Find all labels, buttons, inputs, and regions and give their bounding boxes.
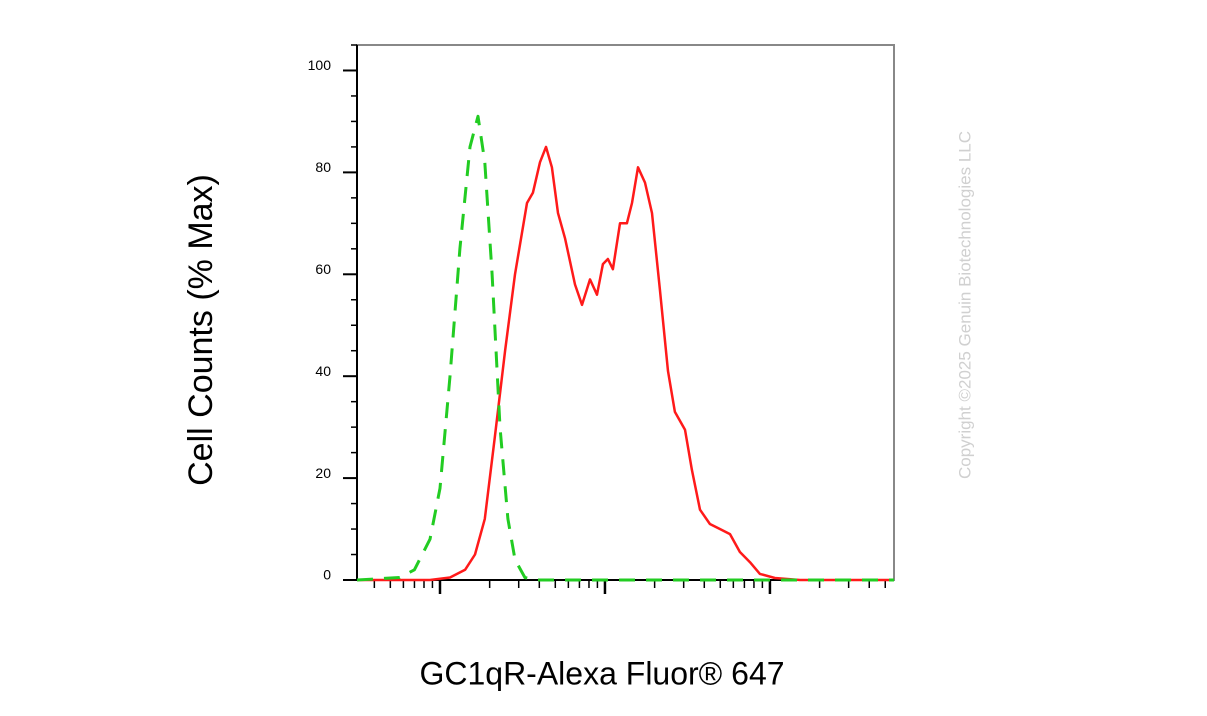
y-axis-label: Cell Counts (% Max): [182, 174, 220, 486]
histogram-line: [357, 145, 894, 582]
y-tick-label: 60: [315, 261, 331, 277]
y-tick-label: 40: [315, 363, 331, 379]
y-tick-label: 20: [315, 465, 331, 481]
y-tick-label: 100: [308, 57, 332, 73]
y-tick-label: 80: [315, 159, 331, 175]
x-axis-label: GC1qR-Alexa Fluor® 647: [419, 655, 784, 691]
watermark: Copyright ©2025 Genuin Biotechnologies L…: [955, 131, 974, 479]
plot-frame: [356, 44, 895, 581]
y-tick-label: 0: [323, 567, 331, 583]
histogram-line: [356, 114, 894, 582]
